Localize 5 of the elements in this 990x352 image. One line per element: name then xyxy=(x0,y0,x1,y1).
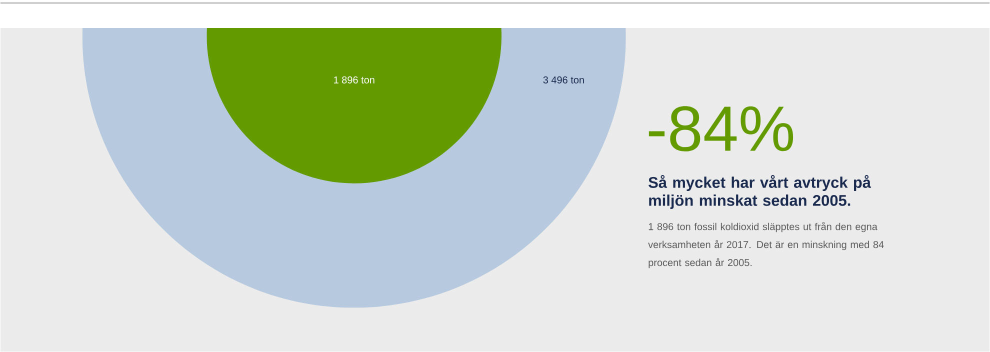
data-label: 3 496 ton xyxy=(543,76,584,84)
text: 1 896 ton fossil koldioxid släpptes ut från den egna verksamheten år 2017. Det är en minskning med 84 procent sedan år 2005. xyxy=(648,222,884,268)
text: -84% xyxy=(648,106,794,152)
data-label: 1 896 ton xyxy=(334,76,374,84)
text: Så mycket har vårt avtryck på miljön minskat sedan 2005. xyxy=(648,175,872,210)
